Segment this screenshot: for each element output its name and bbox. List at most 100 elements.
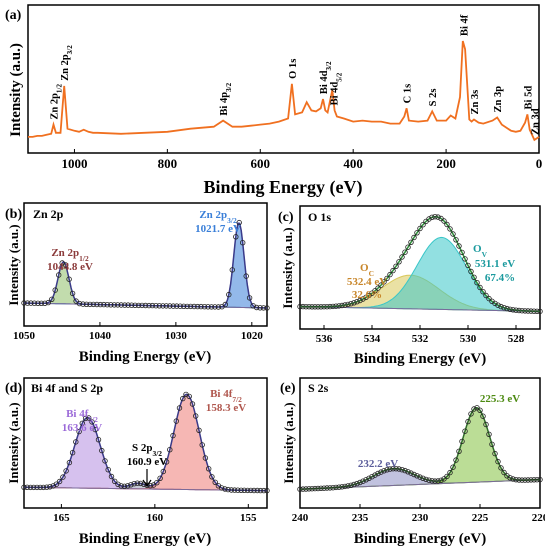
panel-d-data-point [44, 484, 50, 490]
panel-d-data-point [257, 487, 264, 494]
panel-e-data-point [525, 477, 531, 483]
panel-e-data-point [369, 474, 375, 480]
panel-d-data-point [264, 487, 270, 494]
panel-b-data-point [80, 301, 86, 307]
panel-b-data-point [83, 301, 90, 307]
panel-e-data-point [315, 485, 321, 492]
panel-d-data-point [31, 484, 37, 491]
zn2p32-value: 1021.7 eV [195, 223, 241, 235]
panel-b-data-point [187, 303, 194, 310]
panel-e-data-point [351, 481, 357, 488]
panel-e-data-point [411, 471, 417, 478]
survey-peak-label: C 1s [403, 84, 414, 104]
panel-e-data-point [423, 476, 429, 483]
panel-b-data-point [191, 303, 197, 310]
panel-e-data-point [306, 486, 312, 492]
panel-d-data-point [173, 418, 179, 424]
panel-b-data-point [146, 302, 152, 309]
panel-c-xtick-label: 528 [508, 333, 525, 345]
panel-c-data-point [498, 303, 504, 310]
panel-e-data-point [495, 458, 501, 465]
panel-d-data-point [202, 455, 209, 461]
panel-d-fit-envelope [24, 393, 267, 492]
panel-e-data-point [402, 467, 408, 474]
panel-b-data-point [76, 300, 83, 307]
panel-c-data-point [483, 292, 489, 299]
panel-e-data-point [450, 464, 456, 470]
panel-b-data-point [52, 287, 58, 293]
panel-b-data-point [170, 303, 176, 309]
panel-c-data-point [342, 302, 348, 308]
panel-a-xtick-label: 0 [536, 156, 543, 171]
survey-peak-label: Bi 4d3/2 [319, 61, 333, 94]
panel-e-data-point [462, 428, 468, 434]
panel-d-data-point [241, 487, 247, 493]
panel-c-data-point [360, 296, 366, 302]
ov-label: OV [473, 243, 488, 259]
panel-d-data-point [238, 487, 244, 493]
panel-c-data-point [531, 308, 537, 314]
panel-b-data-point [156, 303, 163, 309]
panel-e-data-point [312, 485, 318, 492]
panel-b-xtick-label: 1050 [13, 330, 36, 342]
panel-c-data-point [468, 268, 474, 275]
panel-c-xtick-label: 534 [364, 333, 381, 345]
panel-b-data-point [194, 303, 201, 310]
panel-d-data-point [69, 450, 76, 456]
panel-d-data-point [180, 395, 186, 402]
panel-e-data-point [372, 472, 378, 478]
panel-d-data-point [27, 484, 34, 491]
panel-c-data-point [297, 303, 303, 310]
s2s-peak1-value: 232.2 eV [358, 458, 398, 470]
panel-d-data-point [50, 483, 56, 489]
panel-c-data-point [486, 295, 492, 302]
panel-d-data-point [37, 484, 43, 491]
panel-b-data-point [201, 304, 208, 310]
panel-e-xlabel: Binding Energy (eV) [354, 531, 487, 547]
panel-c-data-point [330, 303, 336, 310]
panel-a-xtick-label: 200 [436, 156, 456, 171]
bi4f52-label: Bi 4f5/2 [66, 408, 98, 424]
panel-e-data-point [324, 485, 330, 491]
panel-b-data-point [153, 303, 159, 309]
panel-c-data-point [375, 285, 381, 291]
panel-b-data-point [163, 303, 169, 309]
panel-e-data-point [354, 480, 360, 487]
panel-d-data-point [209, 474, 215, 480]
panel-b-data-point [243, 273, 249, 279]
panel-e-letter: (e) [280, 381, 296, 396]
panel-b-data-point [180, 303, 187, 309]
panel-b-data-point [128, 302, 135, 308]
panel-b-xtick-label: 1030 [165, 330, 188, 342]
panel-e-data-point [444, 473, 450, 480]
panel-d-data-point [115, 481, 121, 487]
panel-c-data-point [303, 304, 309, 310]
panel-c-data-point [477, 284, 483, 291]
zn2p12-value: 1044.8 eV [47, 261, 93, 273]
panel-c-data-point [471, 274, 477, 280]
panel-e-data-point [510, 476, 516, 482]
panel-e-xtick-label: 240 [292, 512, 309, 524]
panel-d-data-point [137, 480, 144, 487]
panel-c-data-point [357, 297, 363, 304]
panel-c-data-point [390, 267, 396, 274]
panel-c-data-point [456, 243, 462, 249]
panel-c-ylabel: Intensity (a.u.) [280, 227, 295, 308]
ov-value: 531.1 eV [475, 258, 515, 270]
panel-c-xtick-label: 532 [412, 333, 429, 345]
survey-peak-label: Zn 3s [470, 90, 481, 115]
panel-c-data-point [408, 239, 414, 245]
panel-e-data-point [348, 482, 354, 488]
panel-e-data-point [360, 478, 366, 484]
panel-d-ylabel: Intensity (a.u.) [6, 402, 21, 483]
panel-c-title: O 1s [308, 210, 331, 224]
panel-b-data-point [118, 302, 124, 308]
panel-c-data-point [321, 304, 327, 310]
panel-d-data-point [251, 487, 257, 494]
panel-b-data-point [111, 302, 117, 308]
panel-a-xtick-label: 400 [343, 156, 363, 171]
panel-c-data-point [525, 308, 531, 314]
panel-c-data-point [348, 301, 354, 307]
panel-b-letter: (b) [5, 207, 22, 222]
